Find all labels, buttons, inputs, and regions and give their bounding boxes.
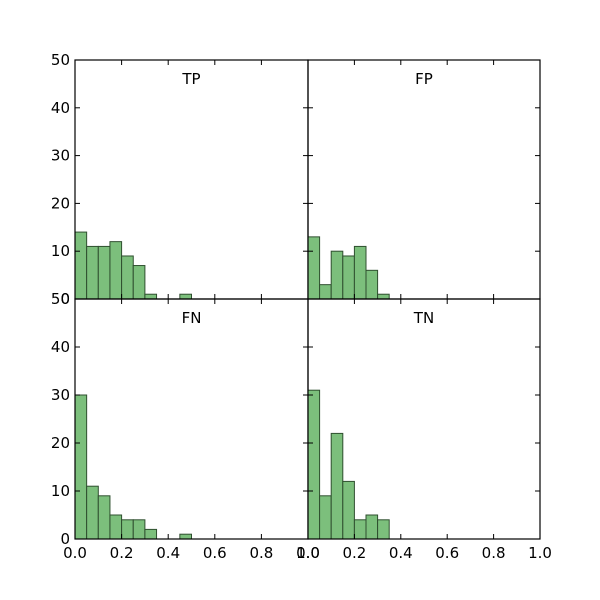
tn-bar — [319, 495, 332, 540]
tn-bar — [353, 519, 367, 540]
fp-bar — [319, 284, 332, 300]
tn-bar — [377, 519, 390, 540]
fp-bar — [342, 255, 355, 300]
fn-panel-title: FN — [182, 309, 202, 327]
fn-ytick-label: 50 — [51, 290, 70, 308]
fn-bar — [86, 485, 99, 540]
tn-xtick-label: 1.0 — [528, 544, 552, 562]
fn-ytick-label: 40 — [51, 338, 70, 356]
panel-tp: 0 10 20 30 40 50 TP — [51, 51, 309, 308]
tn-xtick-label: 0.2 — [342, 544, 366, 562]
fp-bar — [330, 250, 344, 300]
fn-bar — [144, 528, 158, 540]
fn-xtick-label: 0.4 — [156, 544, 180, 562]
tp-ytick-label: 50 — [51, 51, 70, 69]
fn-xtick-label: 1.0 — [296, 544, 320, 562]
fn-bar — [109, 514, 123, 540]
panel-fp: FP — [307, 59, 541, 300]
fn-ytick-label: 0 — [60, 530, 70, 548]
tp-bar — [179, 293, 193, 300]
tp-bar — [144, 293, 158, 300]
tn-bar — [342, 480, 355, 540]
tn-xtick-label: 0.0 — [296, 544, 320, 562]
tn-bar — [365, 514, 379, 540]
fn-bar — [97, 495, 111, 540]
fn-ytick-label: 30 — [51, 386, 70, 404]
tp-bar — [97, 245, 111, 300]
tp-ytick-label: 40 — [51, 99, 70, 117]
fn-bar — [179, 533, 193, 540]
fp-bar — [377, 293, 390, 300]
tn-panel-title: TN — [413, 309, 434, 327]
panel-fn: 0 10 20 30 40 50 0.0 0.2 0.4 0.6 0.8 1.0 FN — [51, 290, 320, 562]
fp-bar — [365, 269, 379, 300]
tp-ytick-label: 30 — [51, 147, 70, 165]
tp-ytick-label: 20 — [51, 194, 70, 212]
tp-bar — [86, 245, 99, 300]
tp-ytick-label: 10 — [51, 242, 70, 260]
fn-xtick-label: 0.2 — [110, 544, 134, 562]
fn-bar — [132, 519, 146, 540]
tp-bar — [132, 265, 146, 300]
tp-bar — [121, 255, 134, 300]
tn-bar — [307, 389, 321, 540]
tn-xtick-label: 0.6 — [435, 544, 459, 562]
fp-panel-title: FP — [415, 70, 433, 88]
fn-bar — [121, 519, 134, 540]
fn-bar — [74, 394, 88, 540]
tp-panel-title: TP — [181, 70, 200, 88]
tn-xtick-label: 0.8 — [482, 544, 506, 562]
tn-xtick-label: 0.4 — [389, 544, 413, 562]
tn-axes-frame — [307, 298, 541, 540]
fn-xtick-label: 0.6 — [203, 544, 227, 562]
tp-bar — [74, 231, 88, 300]
fn-xtick-label: 0.8 — [249, 544, 273, 562]
tn-bar — [330, 432, 344, 540]
tp-bar — [109, 241, 123, 300]
fn-xtick-label: 0.0 — [63, 544, 87, 562]
panel-tn: 0.0 0.2 0.4 0.6 0.8 1.0 TN — [296, 298, 552, 562]
tp-ytick-label: 0 — [60, 290, 70, 308]
fn-ytick-label: 20 — [51, 434, 70, 452]
fp-bar — [307, 236, 321, 300]
fn-ytick-label: 10 — [51, 482, 70, 500]
fp-bar — [353, 245, 367, 300]
